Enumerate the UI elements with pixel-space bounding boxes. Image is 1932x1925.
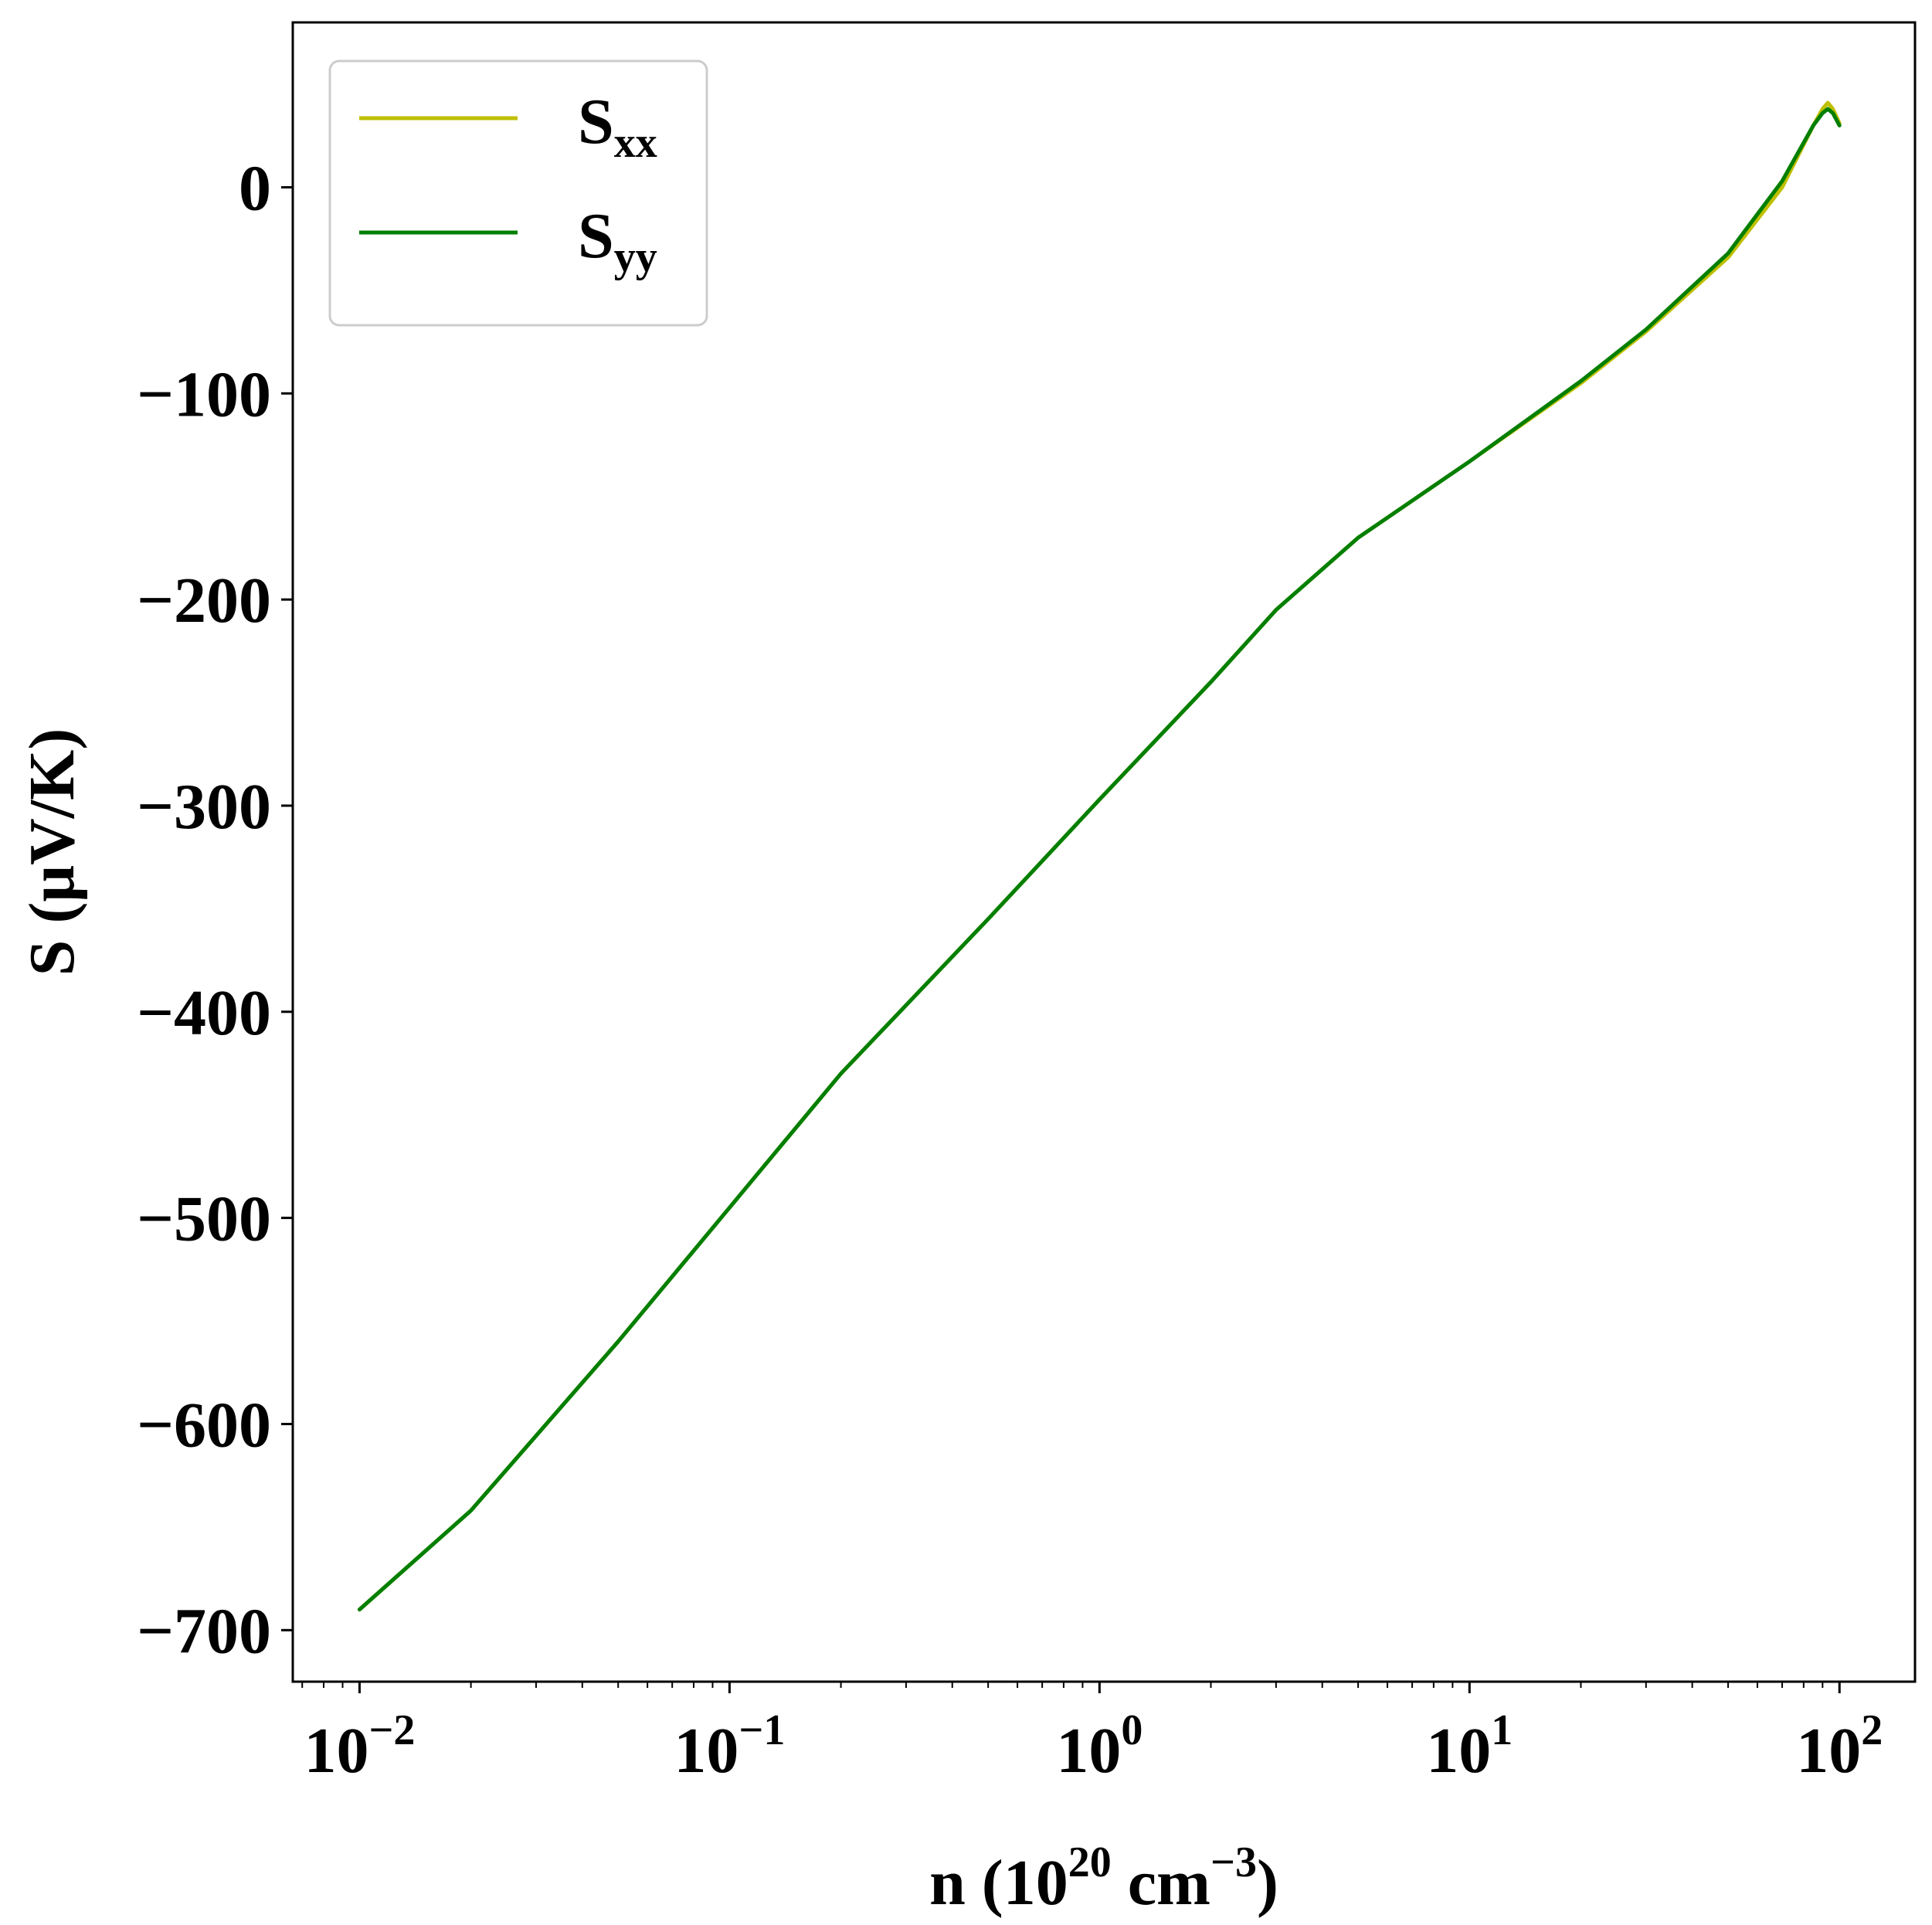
x-tick-label-exp: −2: [368, 1706, 415, 1754]
x-tick-label: 102: [1796, 1706, 1883, 1787]
legend-label-sxx-sub: xx: [614, 119, 657, 167]
x-axis-label-exp1: 20: [1068, 1838, 1112, 1886]
y-tick-label: −400: [137, 977, 271, 1049]
legend-label-syy: Syy: [578, 200, 657, 281]
legend-label-sxx: Sxx: [578, 86, 657, 167]
x-axis-label-exp2: −3: [1210, 1838, 1257, 1886]
x-axis-label-mid: cm: [1112, 1847, 1210, 1919]
legend: Sxx Syy: [328, 59, 708, 327]
x-axis-label-base: n (10: [929, 1847, 1068, 1919]
x-tick-label-exp: 0: [1121, 1706, 1143, 1754]
x-tick-label: 10−2: [304, 1706, 415, 1787]
x-tick-label: 10−1: [674, 1706, 785, 1787]
y-tick-label: −100: [137, 358, 271, 430]
y-tick-label: −700: [137, 1595, 271, 1667]
x-tick-label-exp: 1: [1491, 1706, 1513, 1754]
x-axis-label-end: ): [1257, 1847, 1278, 1919]
x-tick-label-exp: 2: [1861, 1706, 1883, 1754]
y-tick-label: −500: [137, 1183, 271, 1255]
x-tick-label-base: 10: [1796, 1715, 1861, 1787]
legend-label-syy-sub: yy: [614, 233, 657, 281]
legend-box: [328, 59, 708, 327]
series-layer: [357, 100, 1842, 1612]
x-axis: 10−2 10−1 100 101 102: [304, 1682, 1883, 1787]
y-tick-label: −200: [137, 565, 271, 637]
x-tick-label: 100: [1056, 1706, 1143, 1787]
x-tick-label-base: 10: [1426, 1715, 1491, 1787]
y-tick-label: 0: [239, 152, 271, 224]
y-axis-label: S (μV/K): [16, 728, 88, 976]
y-tick-label: −300: [137, 771, 271, 843]
series-line-Syy: [357, 107, 1842, 1612]
x-tick-label: 101: [1426, 1706, 1513, 1787]
y-axis: 0 −100 −200 −300 −400 −500 −600 −700: [137, 152, 293, 1667]
y-tick-label: −600: [137, 1389, 271, 1461]
x-tick-label-base: 10: [674, 1715, 739, 1787]
legend-label-sxx-base: S: [578, 86, 614, 158]
x-tick-label-base: 10: [304, 1715, 368, 1787]
plot-frame: [291, 21, 1917, 1683]
x-tick-label-base: 10: [1056, 1715, 1121, 1787]
legend-label-syy-base: S: [578, 200, 614, 272]
x-axis-label: n (1020 cm−3): [929, 1838, 1278, 1919]
x-tick-label-exp: −1: [739, 1706, 785, 1754]
